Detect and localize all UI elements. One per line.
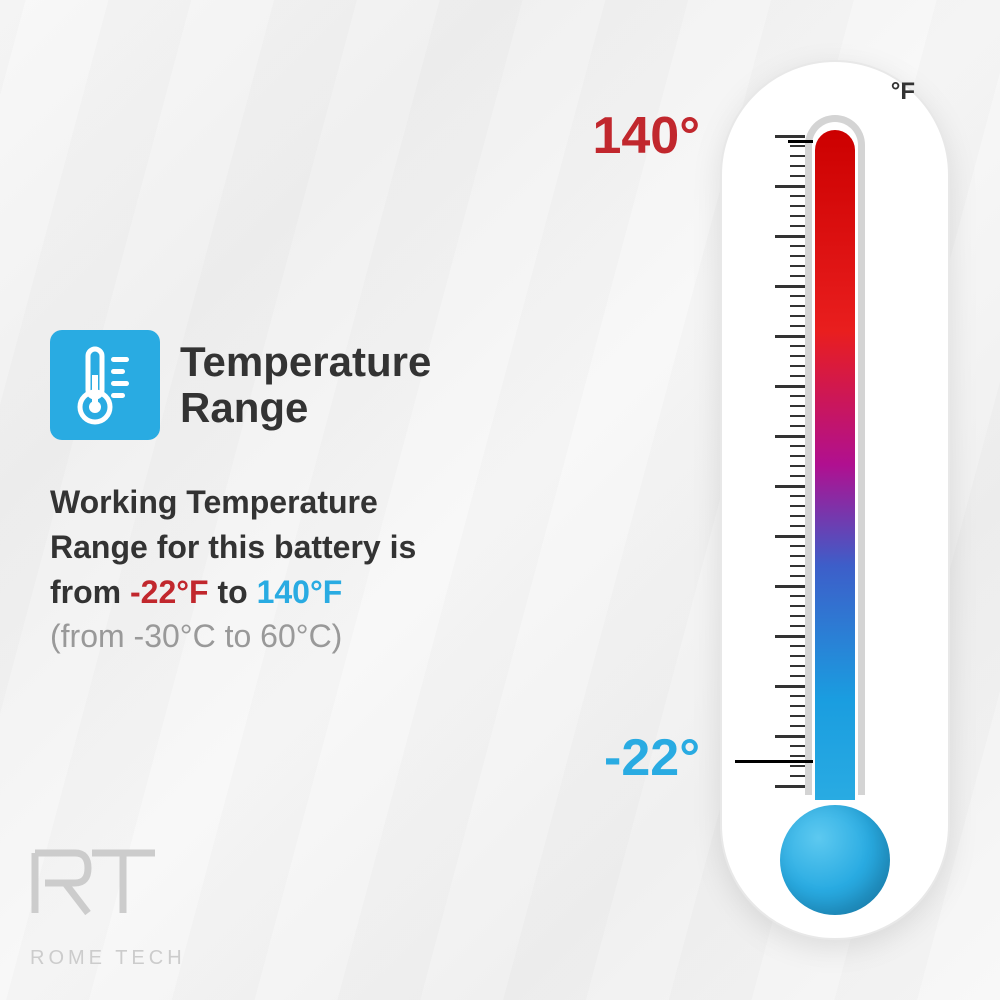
brand-name: ROME TECH: [30, 947, 186, 970]
tick-mark: [790, 205, 805, 207]
high-marker-line: [788, 140, 813, 143]
tick-mark: [790, 375, 805, 377]
tick-mark: [790, 315, 805, 317]
tick-mark: [790, 615, 805, 617]
title: Temperature Range: [180, 339, 550, 431]
tick-mark: [790, 365, 805, 367]
tick-mark: [790, 465, 805, 467]
tick-mark: [790, 645, 805, 647]
tick-mark: [790, 625, 805, 627]
desc-celsius: (from -30°C to 60°C): [50, 618, 342, 654]
tick-mark: [775, 385, 805, 388]
tick-mark: [790, 575, 805, 577]
desc-low-f: -22°F: [130, 574, 209, 610]
tick-mark: [790, 355, 805, 357]
tick-mark: [790, 245, 805, 247]
tick-mark: [790, 595, 805, 597]
tick-mark: [790, 715, 805, 717]
tick-mark: [790, 455, 805, 457]
tick-mark: [775, 435, 805, 438]
tick-mark: [790, 405, 805, 407]
tick-mark: [790, 725, 805, 727]
tick-mark: [790, 695, 805, 697]
tick-mark: [790, 155, 805, 157]
desc-from: from: [50, 574, 130, 610]
content-panel: Temperature Range Working Temperature Ra…: [50, 330, 550, 659]
tick-mark: [790, 705, 805, 707]
low-temp-label: -22°: [604, 728, 700, 788]
tick-mark: [790, 755, 805, 757]
tick-mark: [790, 195, 805, 197]
tick-mark: [790, 515, 805, 517]
tick-mark: [790, 215, 805, 217]
tick-mark: [790, 275, 805, 277]
tick-mark: [775, 735, 805, 738]
thermometer-bulb: [780, 805, 890, 915]
tick-mark: [775, 785, 805, 788]
tick-mark: [790, 265, 805, 267]
tick-mark: [790, 445, 805, 447]
description: Working Temperature Range for this batte…: [50, 480, 550, 659]
tick-mark: [790, 495, 805, 497]
tick-mark: [775, 135, 805, 138]
tick-mark: [790, 765, 805, 767]
tick-mark: [790, 175, 805, 177]
tick-mark: [790, 605, 805, 607]
brand-logo: ROME TECH: [30, 848, 186, 970]
tick-mark: [790, 415, 805, 417]
tick-mark: [790, 255, 805, 257]
tick-mark: [790, 775, 805, 777]
tick-mark: [790, 475, 805, 477]
tick-mark: [790, 675, 805, 677]
tick-mark: [775, 585, 805, 588]
tick-mark: [790, 395, 805, 397]
tick-mark: [790, 665, 805, 667]
tick-mark: [775, 185, 805, 188]
tick-mark: [775, 235, 805, 238]
desc-to: to: [209, 574, 257, 610]
unit-label: °F: [891, 78, 915, 106]
thermometer-fill: [815, 130, 855, 800]
tick-mark: [790, 225, 805, 227]
tick-mark: [775, 335, 805, 338]
tick-mark: [790, 565, 805, 567]
tick-mark: [775, 485, 805, 488]
tick-mark: [790, 655, 805, 657]
desc-line1: Working Temperature: [50, 484, 378, 520]
thermometer: °F: [720, 60, 950, 940]
tick-mark: [775, 535, 805, 538]
tick-mark: [775, 285, 805, 288]
tick-mark: [790, 505, 805, 507]
tick-mark: [790, 745, 805, 747]
tick-mark: [790, 295, 805, 297]
tick-mark: [790, 165, 805, 167]
tick-mark: [790, 555, 805, 557]
desc-line2: Range for this battery is: [50, 529, 416, 565]
high-temp-label: 140°: [592, 106, 700, 166]
tick-mark: [775, 685, 805, 688]
header-row: Temperature Range: [50, 330, 550, 440]
tick-mark: [790, 305, 805, 307]
tick-mark: [775, 635, 805, 638]
tick-mark: [790, 425, 805, 427]
tick-mark: [790, 545, 805, 547]
desc-high-f: 140°F: [257, 574, 343, 610]
tick-mark: [790, 345, 805, 347]
tick-mark: [790, 325, 805, 327]
low-marker-line: [735, 760, 813, 763]
tick-mark: [790, 525, 805, 527]
tick-marks: [775, 135, 805, 785]
thermometer-icon: [50, 330, 160, 440]
tick-mark: [790, 145, 805, 147]
